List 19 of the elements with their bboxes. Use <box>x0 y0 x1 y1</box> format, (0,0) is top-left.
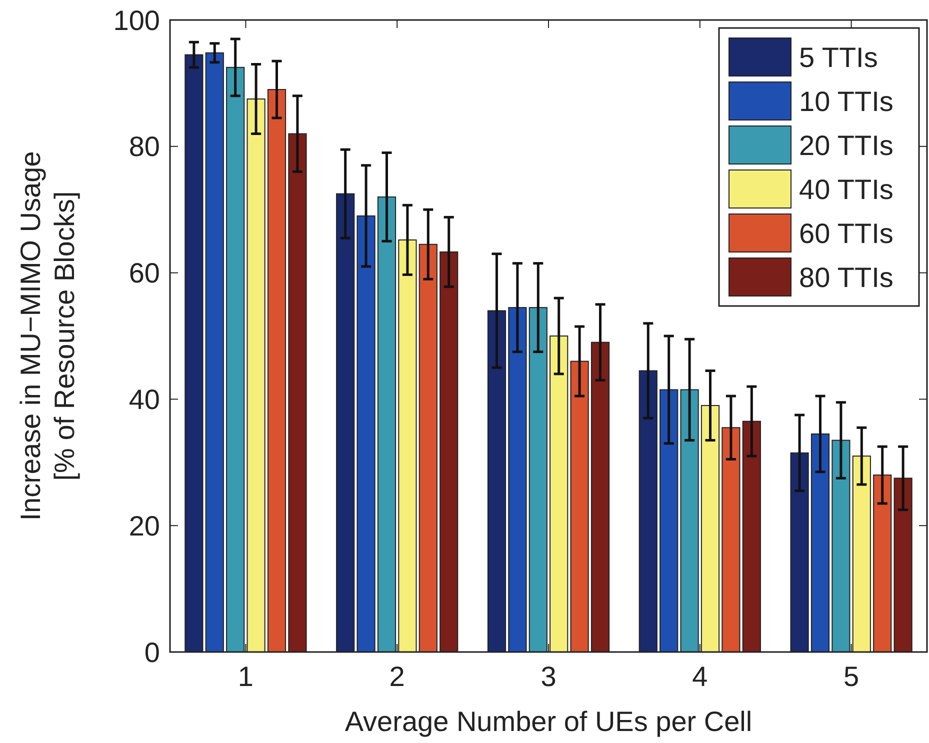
y-tick-label: 40 <box>128 384 160 415</box>
x-tick-label: 5 <box>844 661 860 692</box>
y-tick-label: 60 <box>128 258 160 289</box>
x-tick-label: 1 <box>238 661 254 692</box>
legend-label: 5 TTIs <box>799 42 878 73</box>
x-tick-label: 4 <box>692 661 708 692</box>
legend-label: 20 TTIs <box>799 130 894 161</box>
y-axis-title: Increase in MU−MIMO Usage [% of Resource Blocks] <box>15 151 80 521</box>
legend-label: 80 TTIs <box>799 262 894 293</box>
legend-label: 60 TTIs <box>799 218 894 249</box>
y-tick-label: 100 <box>113 4 160 36</box>
x-tick-label: 3 <box>540 661 556 692</box>
x-tick-label: 2 <box>389 661 405 692</box>
legend-label: 40 TTIs <box>799 174 894 205</box>
y-tick-label: 0 <box>144 636 160 668</box>
y-tick-label: 80 <box>128 131 160 162</box>
x-axis-title: Average Number of UEs per Cell <box>344 706 752 737</box>
y-tick-label: 20 <box>128 510 160 542</box>
legend-label: 10 TTIs <box>799 86 894 117</box>
